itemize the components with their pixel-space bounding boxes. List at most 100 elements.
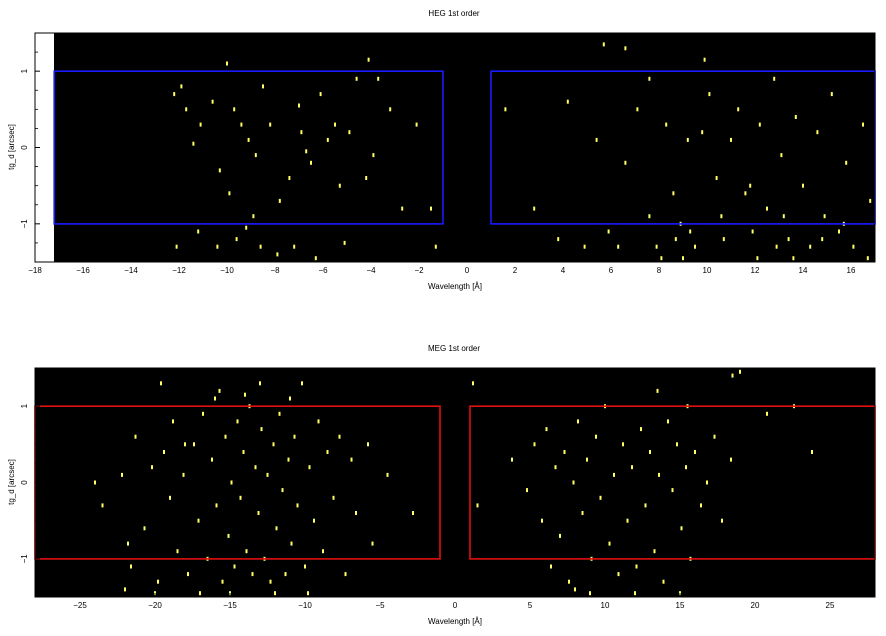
heg-data-point: [792, 256, 795, 261]
meg-data-point: [550, 564, 552, 569]
meg-data-point: [257, 511, 260, 515]
meg-x-tick-label: −20: [148, 601, 162, 610]
meg-data-point: [151, 465, 153, 470]
heg-x-tick-label: −18: [28, 266, 42, 275]
meg-data-point: [317, 419, 320, 424]
heg-data-point: [218, 168, 221, 173]
heg-data-point: [247, 137, 250, 142]
meg-data-point: [157, 579, 159, 584]
meg-data-point: [134, 434, 137, 439]
meg-data-point: [274, 591, 276, 596]
heg-data-point: [624, 46, 627, 51]
heg-data-point: [240, 122, 243, 127]
heg-data-point: [566, 99, 569, 104]
heg-data-point: [773, 76, 776, 81]
meg-data-point: [307, 591, 309, 596]
meg-data-point: [214, 396, 216, 401]
meg-data-point: [595, 434, 597, 439]
meg-data-point: [308, 465, 311, 470]
heg-data-point: [338, 183, 341, 188]
heg-data-point: [314, 256, 317, 261]
heg-x-tick-label: −4: [366, 266, 376, 275]
meg-data-point: [511, 457, 513, 462]
heg-data-point: [686, 137, 689, 142]
meg-data-point: [568, 579, 570, 584]
meg-x-tick-label: 5: [528, 601, 533, 610]
heg-data-point: [689, 229, 692, 234]
heg-data-point: [185, 107, 188, 112]
heg-data-point: [862, 122, 864, 127]
meg-title: MEG 1st order: [428, 344, 480, 353]
heg-x-tick-label: −16: [76, 266, 90, 275]
meg-data-point: [218, 388, 221, 393]
meg-data-point: [608, 541, 611, 546]
heg-data-point: [648, 214, 651, 219]
meg-data-point: [245, 549, 248, 554]
meg-data-point: [613, 472, 615, 477]
heg-data-point: [758, 122, 761, 127]
heg-data-point: [821, 237, 824, 242]
heg-data-point: [197, 229, 200, 234]
heg-data-point: [173, 92, 176, 97]
meg-y-axis-label: tg_d [arcsec]: [7, 459, 16, 505]
heg-data-point: [694, 244, 696, 249]
meg-data-point: [269, 579, 272, 584]
meg-data-point: [94, 480, 96, 485]
heg-x-tick-label: −14: [124, 266, 138, 275]
meg-data-point: [472, 381, 474, 386]
meg-data-point: [224, 434, 227, 439]
heg-data-point: [660, 256, 663, 261]
meg-data-point: [260, 427, 263, 432]
meg-data-point: [685, 465, 687, 470]
heg-data-point: [766, 206, 768, 211]
meg-data-point: [284, 572, 287, 577]
meg-y-tick-label: 0: [20, 480, 29, 485]
heg-data-point: [226, 61, 228, 66]
meg-data-point: [626, 518, 629, 523]
meg-data-point: [662, 579, 665, 584]
meg-data-point: [811, 450, 813, 454]
heg-data-point: [367, 57, 370, 62]
meg-data-point: [640, 427, 642, 432]
heg-data-point: [365, 176, 368, 180]
heg-x-tick-label: 14: [799, 266, 808, 275]
meg-data-point: [706, 480, 708, 485]
meg-data-point: [572, 480, 575, 485]
heg-data-point: [823, 214, 826, 219]
meg-data-point: [221, 579, 224, 584]
heg-data-point: [749, 183, 752, 188]
heg-data-point: [782, 214, 785, 219]
meg-data-point: [680, 526, 683, 531]
heg-x-tick-label: −2: [414, 266, 424, 275]
heg-data-point: [794, 115, 797, 119]
heg-x-tick-label: 2: [513, 266, 518, 275]
heg-x-axis-label: Wavelength [Å]: [428, 282, 482, 291]
meg-data-point: [233, 564, 236, 569]
meg-data-point: [545, 427, 548, 432]
meg-plot-area: [35, 368, 875, 597]
meg-data-point: [326, 450, 329, 454]
heg-data-point: [720, 214, 723, 219]
heg-data-point: [199, 122, 202, 127]
heg-data-point: [869, 198, 872, 203]
heg-x-tick-label: −10: [220, 266, 234, 275]
meg-data-point: [739, 369, 741, 374]
heg-data-point: [602, 42, 605, 47]
heg-data-point: [262, 84, 264, 89]
meg-data-point: [332, 495, 335, 500]
meg-data-point: [169, 495, 171, 500]
meg-data-point: [193, 442, 195, 447]
heg-data-point: [348, 130, 351, 135]
meg-data-point: [676, 442, 678, 447]
heg-data-point: [343, 240, 346, 245]
meg-data-point: [631, 465, 633, 470]
meg-data-point: [227, 533, 230, 538]
heg-data-point: [830, 92, 833, 97]
heg-data-point: [852, 244, 855, 249]
meg-y-tick-label: 1: [20, 403, 29, 408]
meg-data-point: [694, 450, 696, 454]
meg-data-point: [622, 442, 624, 447]
heg-data-point: [674, 237, 677, 242]
meg-data-point: [101, 503, 104, 508]
heg-data-point: [276, 252, 279, 257]
